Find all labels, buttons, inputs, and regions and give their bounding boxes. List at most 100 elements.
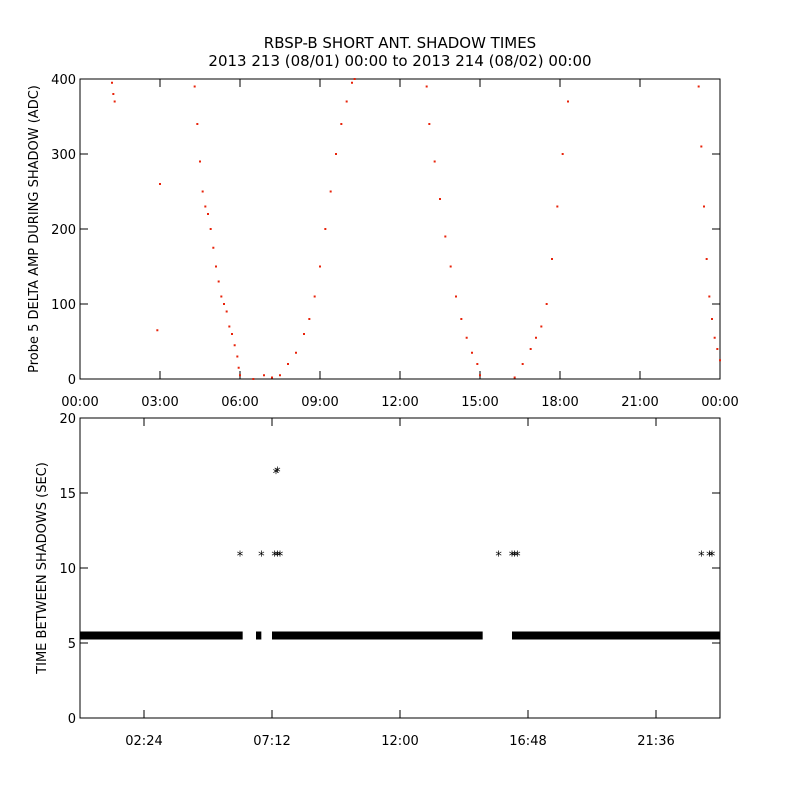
x-tick-label: 12:00 <box>381 734 418 749</box>
x-tick-label: 00:00 <box>701 395 738 410</box>
data-point <box>217 280 220 283</box>
data-point <box>439 198 441 200</box>
data-point <box>697 85 700 88</box>
plot-frame <box>79 78 721 380</box>
data-point <box>225 310 228 313</box>
data-point <box>351 81 353 84</box>
data-point: * <box>274 550 281 565</box>
x-tick-label: 15:00 <box>461 395 498 410</box>
data-point <box>513 376 516 379</box>
data-point: * <box>709 550 716 565</box>
data-point <box>271 376 273 379</box>
x-tick-label: 00:00 <box>61 395 98 410</box>
data-point <box>556 205 559 208</box>
data-point <box>700 145 703 148</box>
x-tick-label: 03:00 <box>141 395 178 410</box>
bottom-panel: 02:24 07:12 12:00 16:48 21:36 0 5 10 15 20 TIME BE… <box>35 412 721 749</box>
data-point <box>295 351 297 354</box>
data-point <box>287 363 289 365</box>
data-point: * <box>274 466 281 481</box>
data-point: * <box>271 550 278 565</box>
data-point <box>279 374 281 377</box>
data-point <box>193 85 196 88</box>
data-point <box>345 100 348 103</box>
data-point <box>207 213 209 215</box>
data-point <box>433 160 436 163</box>
x-tick-label: 02:24 <box>125 734 162 749</box>
y-axis-label: TIME BETWEEN SHADOWS (SEC) <box>35 462 50 675</box>
data-point <box>540 325 543 328</box>
data-point <box>303 333 305 335</box>
data-point <box>471 351 473 354</box>
data-point <box>228 325 231 328</box>
x-tick-label: 16:48 <box>509 734 546 749</box>
data-point <box>112 93 115 95</box>
data-point <box>353 78 356 80</box>
data-point <box>428 123 431 125</box>
data-point <box>444 235 447 238</box>
data-point <box>111 81 113 84</box>
data-point <box>156 329 159 332</box>
data-point <box>708 295 711 298</box>
data-point <box>716 348 719 350</box>
data-point <box>209 228 212 230</box>
data-point <box>237 366 240 369</box>
data-point <box>535 336 537 339</box>
plot-frame <box>79 417 721 719</box>
data-point <box>340 123 343 125</box>
data-point <box>308 318 311 320</box>
data-point <box>705 258 708 260</box>
x-tick-label: 21:00 <box>621 395 658 410</box>
data-point <box>335 153 337 155</box>
y-tick-label: 0 <box>68 712 76 727</box>
data-point <box>113 100 116 103</box>
data-point: * <box>511 550 518 565</box>
y-tick-label: 0 <box>68 373 76 388</box>
data-point <box>204 205 207 208</box>
data-point: * <box>698 550 705 565</box>
y-tick-label: 15 <box>59 487 76 502</box>
data-point <box>551 258 553 260</box>
y-tick-label: 200 <box>51 223 76 238</box>
data-point: * <box>706 550 713 565</box>
data-point <box>233 344 236 347</box>
data-point <box>719 359 721 362</box>
data-point: * <box>277 550 284 565</box>
data-point <box>212 246 215 249</box>
data-point <box>455 295 457 298</box>
data-point <box>239 374 241 377</box>
data-point <box>711 318 713 320</box>
data-point <box>460 318 463 320</box>
x-tick-label: 21:36 <box>637 734 674 749</box>
chart-title-line1: RBSP-B SHORT ANT. SHADOW TIMES <box>263 34 537 52</box>
y-tick-label: 5 <box>68 637 76 652</box>
x-tick-label: 09:00 <box>301 395 338 410</box>
data-point <box>449 265 452 268</box>
data-point <box>236 355 239 358</box>
baseline-band <box>512 631 720 640</box>
top-panel: 00:00 03:00 06:00 09:00 12:00 15:00 18:00 21:00… <box>27 73 739 410</box>
data-point <box>196 123 199 125</box>
y-tick-label: 400 <box>51 73 76 88</box>
x-tick-label: 06:00 <box>221 395 258 410</box>
baseline-band <box>80 631 243 640</box>
x-tick-label: 07:12 <box>253 734 290 749</box>
y-axis-label: Probe 5 DELTA AMP DURING SHADOW (ADC) <box>27 85 42 373</box>
data-point <box>529 348 532 350</box>
data-point <box>220 295 223 298</box>
data-point <box>703 205 705 208</box>
chart-title-line2: 2013 213 (08/01) 00:00 to 2013 214 (08/0… <box>208 52 592 70</box>
data-point <box>215 265 217 268</box>
data-point <box>476 363 479 365</box>
y-tick-label: 10 <box>59 562 76 577</box>
data-point <box>713 336 716 339</box>
data-point <box>521 363 524 365</box>
y-tick-label: 100 <box>51 298 76 313</box>
data-point: * <box>273 467 280 482</box>
y-tick-label: 20 <box>59 412 76 427</box>
data-point <box>324 228 327 230</box>
data-point <box>319 265 321 268</box>
data-point <box>479 374 481 377</box>
data-point <box>329 190 332 193</box>
data-point <box>561 153 564 155</box>
